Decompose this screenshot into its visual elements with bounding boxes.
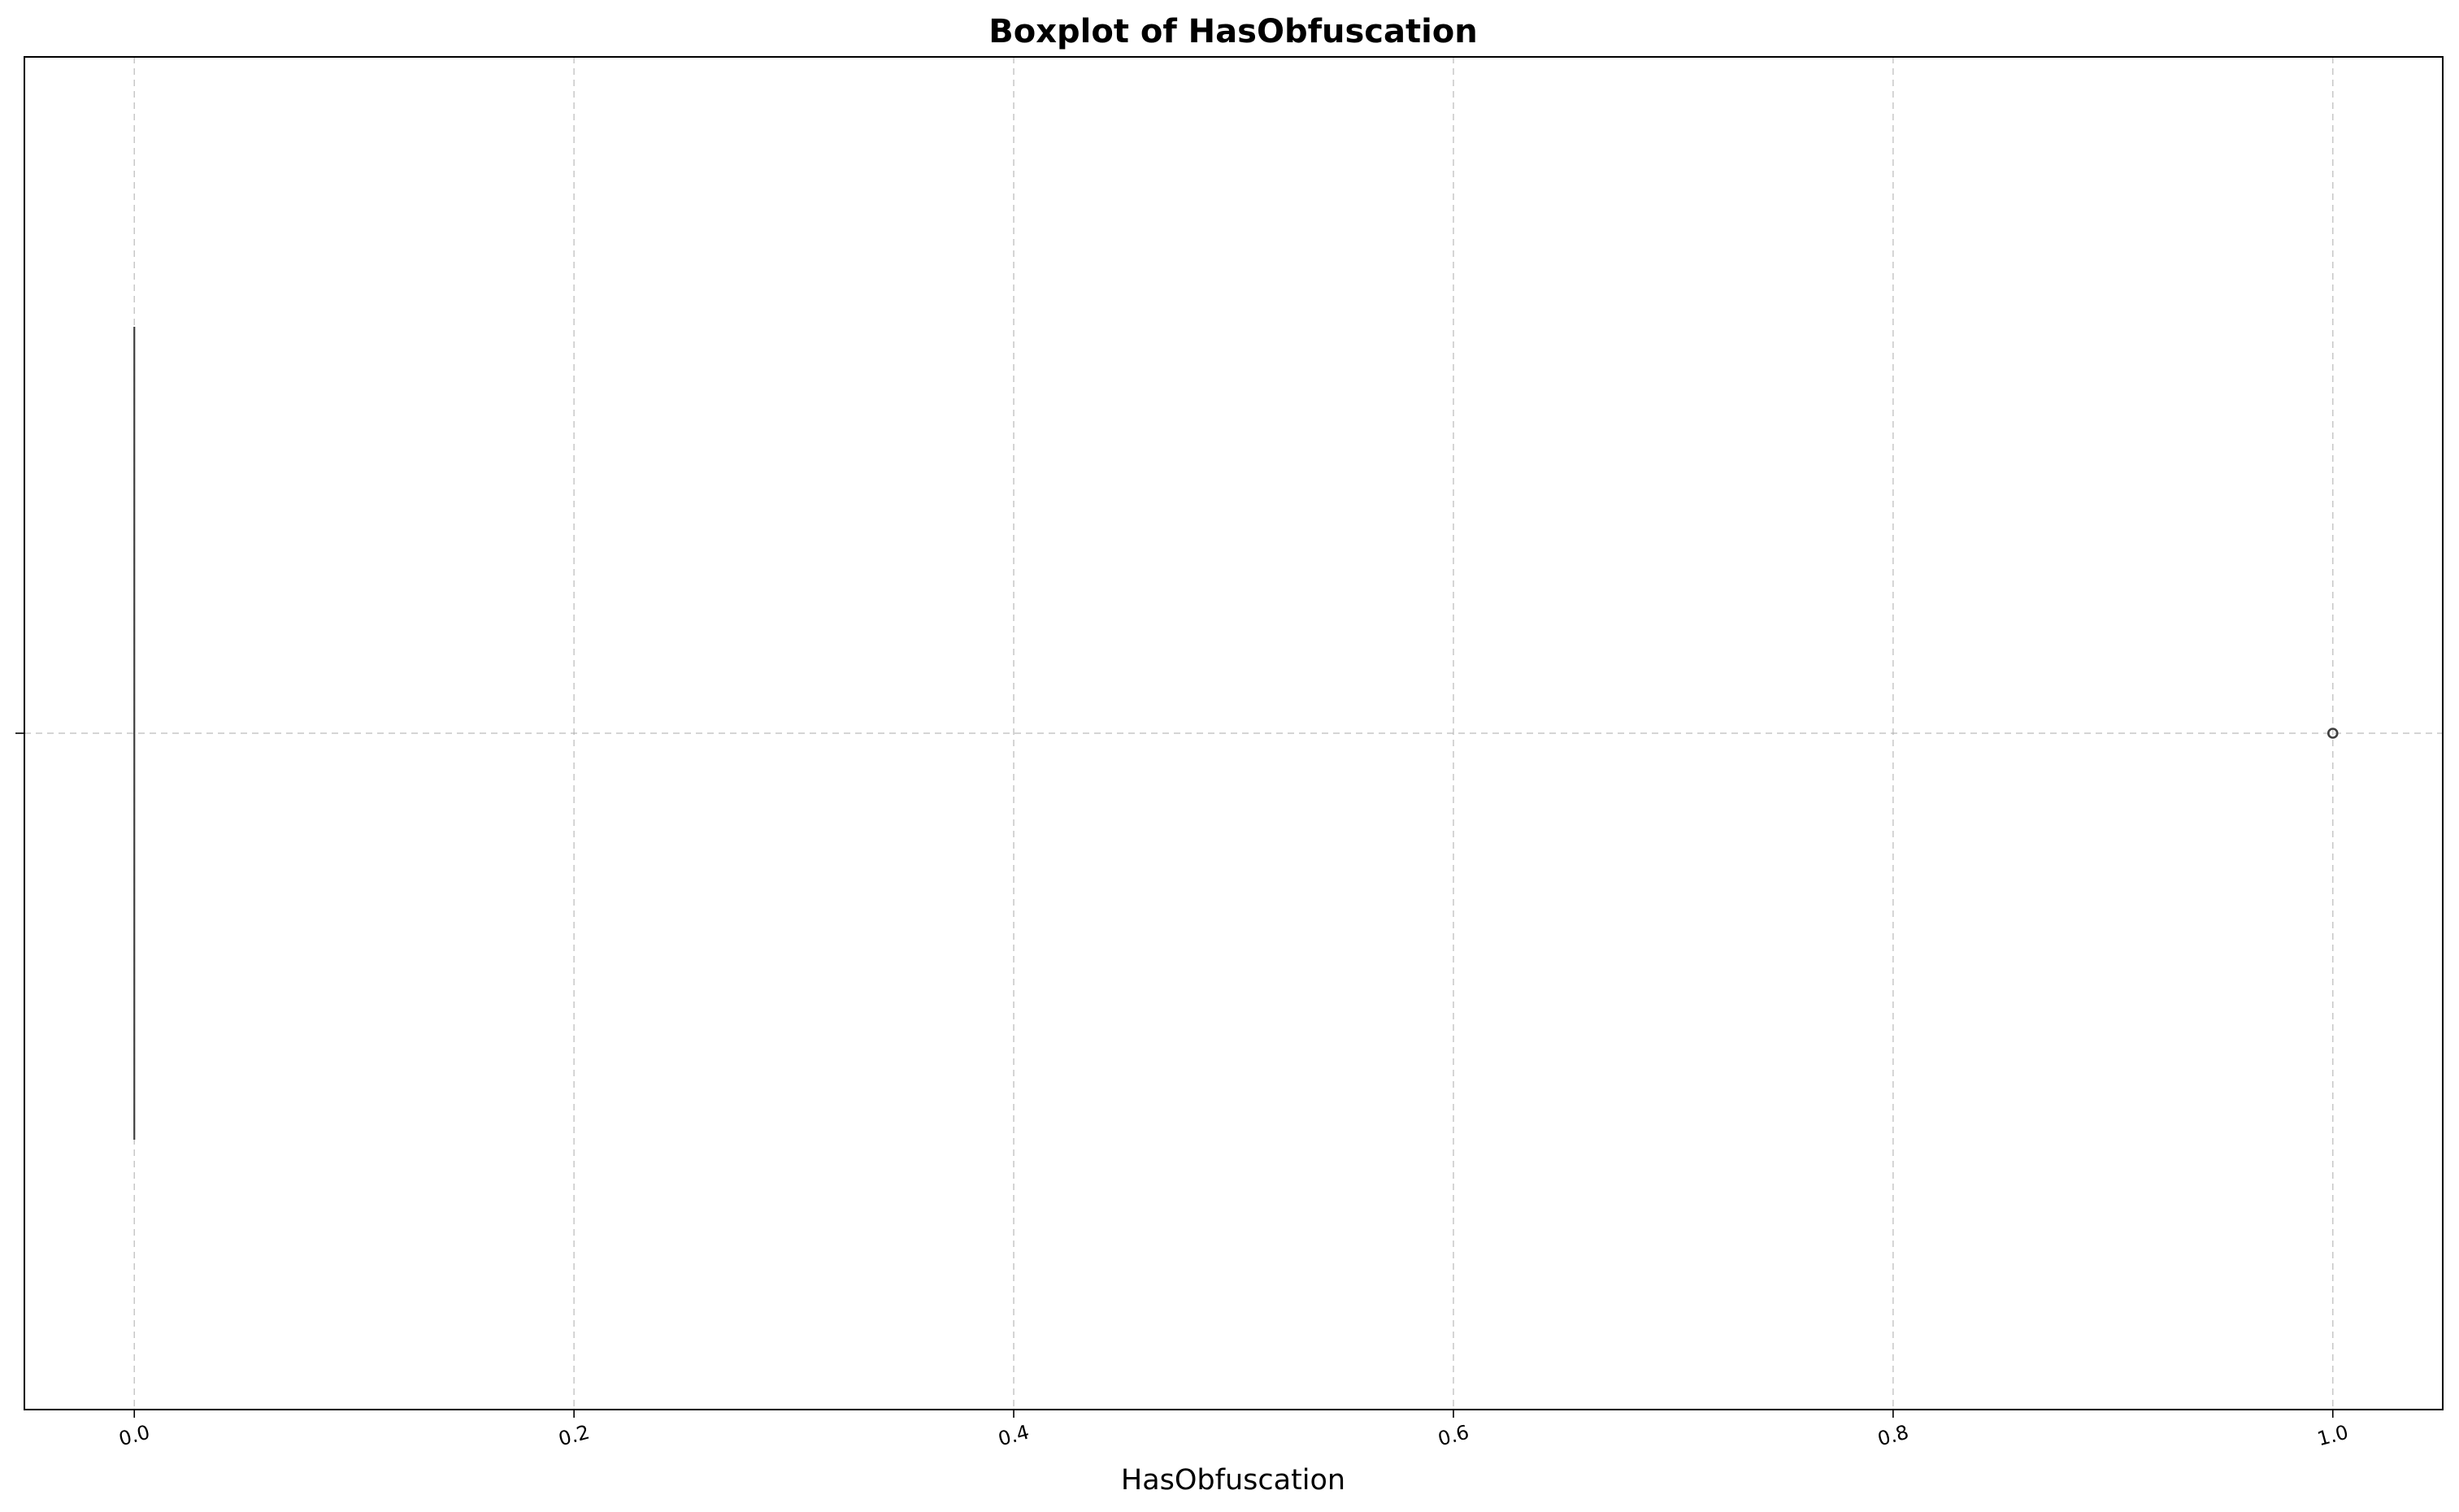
x-tick-label: 0.0 xyxy=(116,1421,152,1451)
x-tick-label: 0.8 xyxy=(1875,1421,1911,1451)
outlier-point xyxy=(2326,728,2339,739)
x-axis-label: HasObfuscation xyxy=(1121,1464,1345,1497)
x-axis-ticks: 0.0 0.2 0.4 0.6 0.8 1.0 xyxy=(116,1410,2351,1450)
x-tick-label: 0.4 xyxy=(996,1421,1032,1451)
x-tick-label: 0.2 xyxy=(556,1421,592,1451)
x-tick-label: 0.6 xyxy=(1436,1421,1471,1451)
x-tick-label: 1.0 xyxy=(2315,1421,2351,1451)
chart-title: Boxplot of HasObfuscation xyxy=(988,13,1478,50)
box-group xyxy=(133,327,2339,1140)
grid-lines xyxy=(24,57,2443,1410)
